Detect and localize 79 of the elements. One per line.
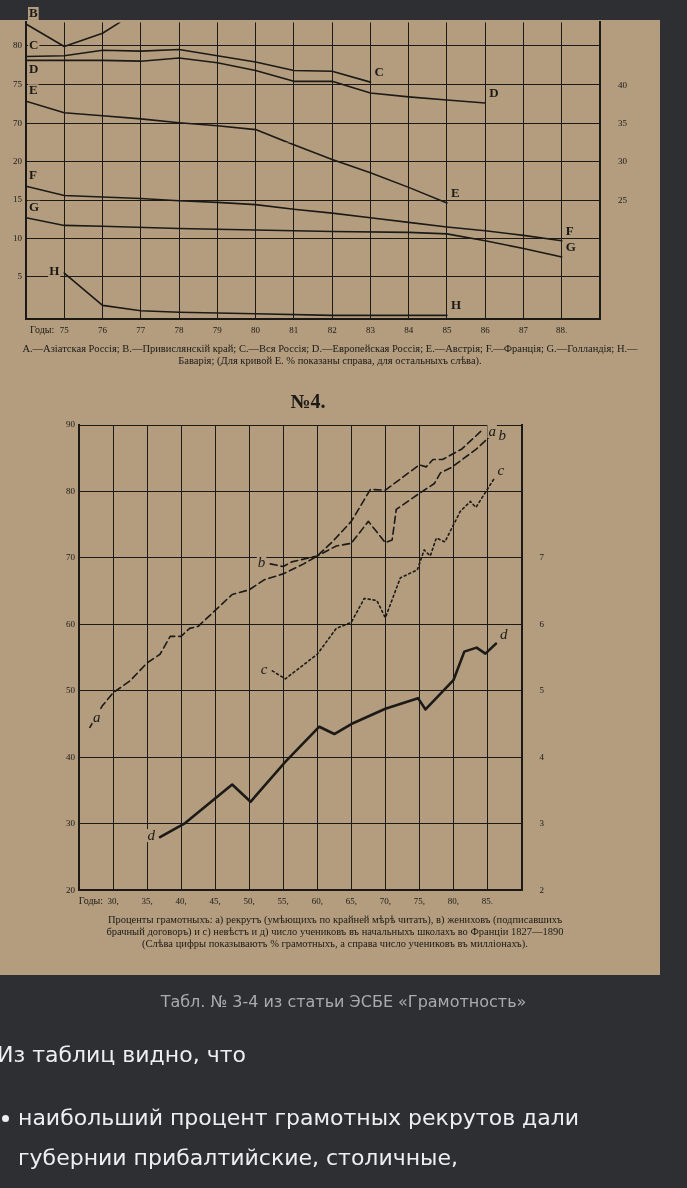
x-tick-label: 87	[518, 324, 529, 335]
x-tick-label: 79	[212, 324, 223, 335]
y2-tick-label: 25	[618, 194, 628, 205]
series-label: a	[92, 708, 101, 725]
y2-tick-label: 6	[539, 618, 545, 629]
x-tick-label: 76	[98, 324, 108, 335]
x-tick-label: 80,	[447, 895, 460, 906]
text: наибольший процент грамотных рекрутов дали губернии прибалтийские, столичные,	[18, 1104, 581, 1172]
text: H	[49, 262, 60, 278]
y2-tick-label: 3	[539, 818, 545, 829]
y-tick-label: 80	[13, 40, 23, 51]
x-tick-label: 80	[251, 324, 261, 335]
x-tick-label: 45,	[209, 895, 221, 906]
series-label: b	[498, 427, 507, 444]
y-tick-label: 40	[66, 751, 76, 762]
text: c	[260, 661, 268, 678]
y-tick-label: 50	[66, 685, 76, 696]
series-label: E	[450, 184, 460, 200]
series-label: D	[29, 61, 39, 77]
y2-tick-label: 30	[618, 156, 628, 167]
series-label: d	[499, 626, 508, 643]
y-tick-label: 80	[66, 485, 76, 496]
text: G	[565, 238, 576, 254]
series-label: H	[450, 297, 462, 313]
y-tick-label: 5	[17, 271, 23, 282]
text: Из таблиц видно, что	[0, 1042, 246, 1067]
text: b	[257, 554, 266, 571]
x-tick-label: 81	[289, 324, 299, 335]
series-label: C	[29, 37, 39, 53]
series-label: G	[29, 198, 40, 214]
series-label: B	[29, 4, 38, 20]
y-tick-label: 90	[66, 419, 76, 430]
y2-tick-label: 2	[539, 884, 544, 895]
x-tick-label: 35,	[141, 895, 153, 906]
series-label: c	[497, 461, 505, 478]
x-tick-label: 82	[327, 324, 337, 335]
y-tick-label: 20	[66, 884, 76, 895]
x-axis-title: Годы:	[30, 323, 55, 335]
x-tick-label: 75,	[413, 895, 426, 906]
y-tick-label: 30	[66, 818, 76, 829]
text: a	[488, 423, 496, 440]
x-tick-label: 83	[365, 324, 376, 335]
y-tick-label: 15	[13, 194, 23, 205]
y-tick-label: 60	[66, 618, 76, 629]
x-tick-label: 70,	[379, 895, 391, 906]
x-tick-label: 65,	[345, 895, 357, 906]
chart-title: №4.	[290, 390, 326, 413]
text: D	[489, 84, 499, 100]
x-axis-title: Годы:	[78, 894, 104, 906]
x-tick-label: 84	[404, 324, 414, 335]
y2-tick-label: 5	[539, 685, 545, 696]
text: Проценты грамотныхъ: а) рекрутъ (умѣющихъ по крайней мѣрѣ читать), в) жениховъ (подписавшихъ брачный договоръ) и с) невѣстъ и д) число учениковъ въ начальныхъ школахъ во Франціи 1827—1890 (Слѣва цифры показываютъ % грамотныхъ, а справа число учениковъ въ милліонахъ).	[105, 914, 565, 950]
x-tick-label: 85.	[481, 895, 494, 906]
y2-tick-label: 40	[618, 79, 628, 90]
y-tick-label: 70	[66, 552, 76, 563]
series-label: E	[29, 82, 38, 98]
text: A.—Азіатская Россія; B.—Привислянскій край; C.—Вся Россія; D.—Европейская Россія; E.—Австрія; F.—Франція; G.—Голландія; H.—Баварія; (Для кривой E. % показаны справа, для остальныхъ слѣва).	[21, 343, 639, 367]
x-tick-label: 30,	[107, 895, 119, 906]
y-tick-label: 70	[13, 117, 23, 128]
text: d	[147, 827, 156, 844]
y-tick-label: 10	[13, 232, 23, 243]
series-label: F	[29, 167, 37, 183]
x-tick-label: 50,	[243, 895, 255, 906]
y2-tick-label: 7	[539, 552, 545, 563]
y-tick-label: 75	[13, 78, 23, 89]
x-tick-label: 40,	[175, 895, 187, 906]
y2-tick-label: 4	[539, 751, 545, 762]
x-tick-label: 77	[136, 324, 146, 335]
x-tick-label: 85	[442, 324, 452, 335]
text: Табл. № 3-4 из статьи ЭСБЕ «Грамотность»	[159, 992, 528, 1011]
y-tick-label: 20	[13, 155, 23, 166]
text: F	[565, 222, 574, 238]
x-tick-label: 86	[480, 324, 491, 335]
text: C	[374, 63, 384, 79]
x-tick-label: 88.	[556, 324, 568, 335]
y2-tick-label: 35	[618, 117, 628, 128]
x-tick-label: 78	[174, 324, 185, 335]
x-tick-label: 55,	[277, 895, 289, 906]
x-tick-label: 60,	[311, 895, 323, 906]
